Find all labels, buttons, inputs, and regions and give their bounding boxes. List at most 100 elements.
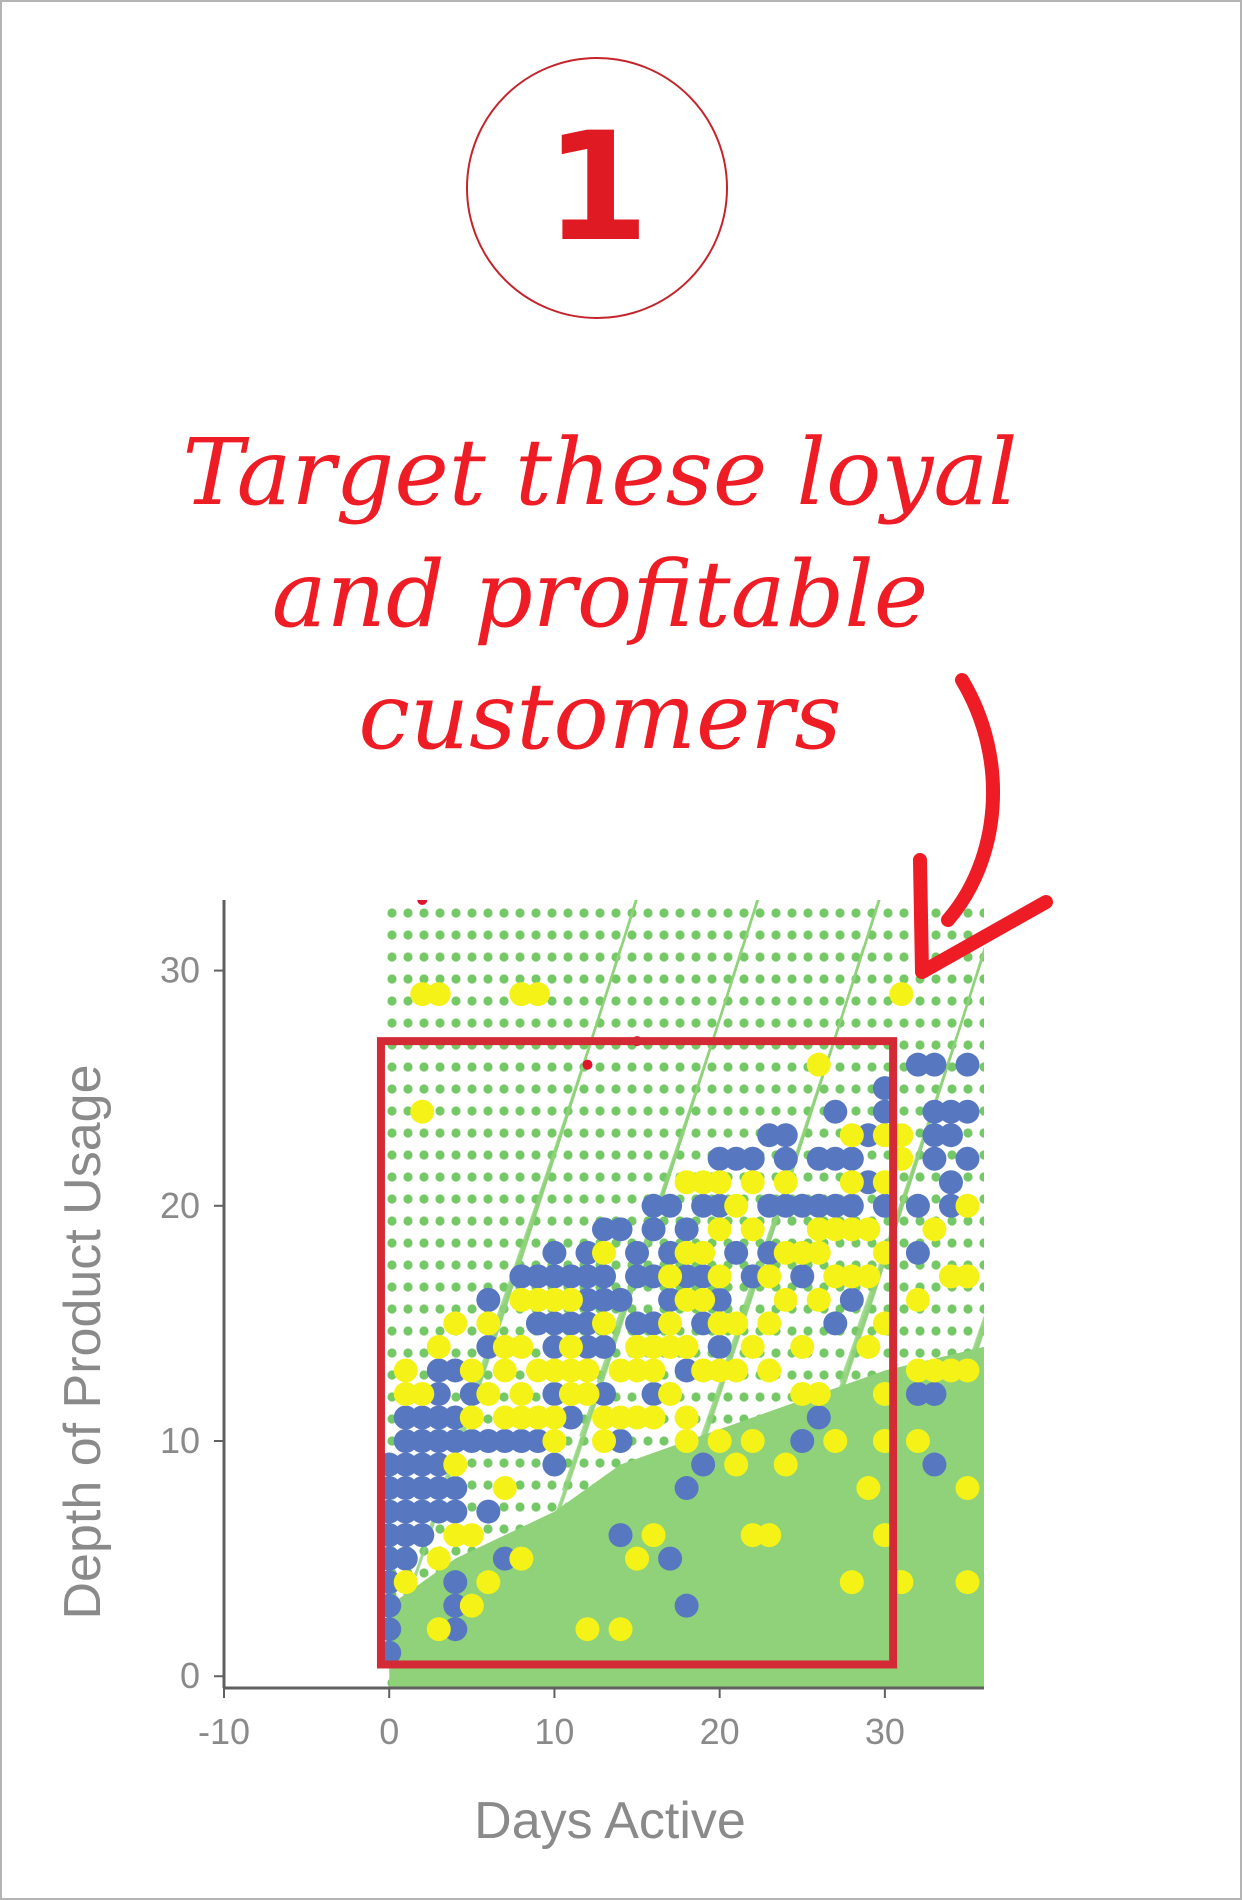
- axes: [222, 900, 984, 1690]
- data-points: [377, 900, 980, 1665]
- target-region-box: [376, 1037, 898, 1669]
- point-series-2: [509, 1381, 534, 1406]
- point-series-1: [658, 1287, 683, 1312]
- point-series-2: [426, 1334, 451, 1359]
- point-series-1: [625, 1240, 650, 1265]
- point-series-2: [393, 1358, 418, 1383]
- x-tick-label: 30: [865, 1711, 905, 1752]
- point-series-1: [492, 1429, 517, 1454]
- point-series-2: [691, 1358, 716, 1383]
- point-series-2: [525, 1287, 550, 1312]
- point-series-2: [674, 1334, 699, 1359]
- point-series-2: [641, 1358, 666, 1383]
- point-series-2: [509, 1334, 534, 1359]
- point-series-2: [443, 1452, 468, 1477]
- point-series-2: [525, 982, 550, 1007]
- point-series-2: [625, 1358, 650, 1383]
- point-series-1: [641, 1311, 666, 1336]
- callout-line-3: customers: [358, 663, 842, 770]
- x-axis-ticks: -10 0 10 20 30: [198, 1688, 905, 1752]
- point-series-1: [790, 1429, 815, 1454]
- point-series-1: [839, 1146, 864, 1171]
- point-series-1: [443, 1570, 468, 1595]
- point-series-2: [724, 1193, 749, 1218]
- point-series-2: [674, 1170, 699, 1195]
- point-series-2: [707, 1264, 732, 1289]
- point-series-1: [592, 1287, 616, 1312]
- point-series-1: [608, 1287, 633, 1312]
- point-series-1: [823, 1146, 848, 1171]
- point-series-1: [410, 1405, 435, 1430]
- point-series-2: [773, 1170, 798, 1195]
- point-series-1: [542, 1264, 567, 1289]
- point-series-2: [856, 1264, 881, 1289]
- point-series-1: [922, 1099, 947, 1124]
- point-series-1: [410, 1429, 435, 1454]
- point-series-2: [492, 1358, 517, 1383]
- point-series-1: [905, 1240, 930, 1265]
- point-series-1: [426, 1452, 451, 1477]
- point-series-1: [707, 1287, 732, 1312]
- point-series-1: [905, 1052, 930, 1077]
- point-series-2: [790, 1381, 815, 1406]
- point-series-1: [443, 1358, 468, 1383]
- point-series-1: [443, 1499, 468, 1524]
- point-series-1: [790, 1264, 815, 1289]
- point-series-2: [790, 1240, 815, 1265]
- y-tick-label: 0: [180, 1655, 200, 1696]
- point-series-2: [658, 1381, 683, 1406]
- point-series-2: [839, 1217, 864, 1242]
- point-series-2: [525, 1405, 550, 1430]
- point-series-2: [674, 1405, 699, 1430]
- point-series-2: [724, 1311, 749, 1336]
- point-series-1: [938, 1123, 963, 1148]
- point-series-2: [658, 1311, 683, 1336]
- point-series-2: [459, 1523, 484, 1548]
- point-series-2: [839, 1170, 864, 1195]
- point-series-1: [426, 1358, 451, 1383]
- point-series-1: [393, 1523, 418, 1548]
- point-series-2: [558, 1287, 583, 1312]
- point-series-1: [724, 1240, 749, 1265]
- point-series-1: [393, 1429, 418, 1454]
- point-series-2: [955, 1193, 980, 1218]
- point-series-1: [608, 1523, 633, 1548]
- point-series-1: [691, 1193, 716, 1218]
- point-series-1: [922, 1052, 947, 1077]
- curved-arrow-icon: [913, 673, 1053, 979]
- trajectory-line: [891, 1325, 984, 1599]
- point-series-1: [724, 1146, 749, 1171]
- point-series-1: [905, 1381, 930, 1406]
- trajectory-line: [926, 1321, 984, 1491]
- point-series-1: [641, 1381, 666, 1406]
- point-series-2: [443, 1523, 468, 1548]
- point-series-2: [608, 1617, 633, 1642]
- point-series-1: [806, 1146, 831, 1171]
- point-series-2: [757, 1523, 782, 1548]
- point-series-1: [575, 1334, 600, 1359]
- point-series-2: [625, 1546, 650, 1571]
- point-series-1: [525, 1264, 550, 1289]
- point-series-1: [955, 1099, 980, 1124]
- point-series-2: [757, 1311, 782, 1336]
- point-series-2: [492, 1334, 517, 1359]
- point-series-2: [476, 1311, 501, 1336]
- point-series-2: [955, 1264, 980, 1289]
- point-series-1: [459, 1429, 484, 1454]
- point-series-2: [922, 1358, 947, 1383]
- point-series-2: [905, 1358, 930, 1383]
- point-series-1: [922, 1452, 947, 1477]
- point-series-1: [443, 1405, 468, 1430]
- point-series-2: [823, 1264, 848, 1289]
- point-series-2: [575, 1617, 600, 1642]
- point-series-1: [641, 1264, 666, 1289]
- point-series-1: [839, 1287, 864, 1312]
- trajectory-line: [492, 900, 638, 1329]
- point-series-1: [641, 1193, 666, 1218]
- point-series-1: [674, 1358, 699, 1383]
- point-series-1: [773, 1146, 798, 1171]
- step-number: 1: [544, 101, 650, 275]
- point-series-1: [757, 1240, 782, 1265]
- point-series-1: [509, 1264, 534, 1289]
- point-series-1: [426, 1381, 451, 1406]
